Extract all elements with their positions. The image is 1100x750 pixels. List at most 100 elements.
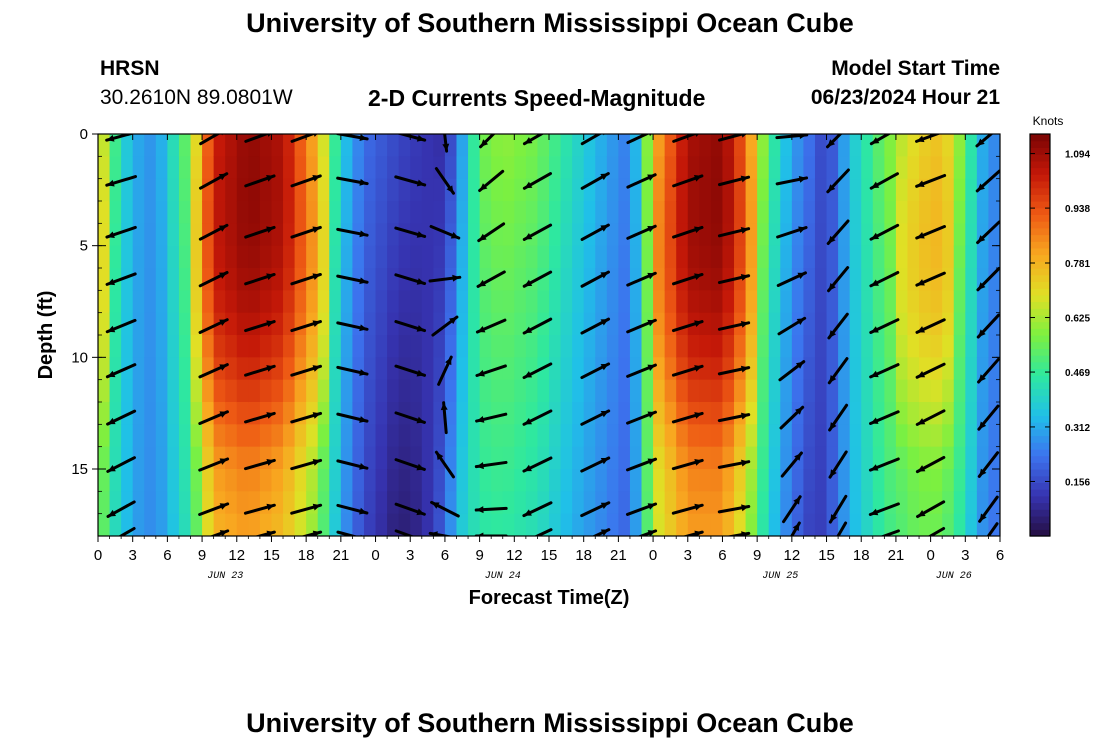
x-tick-label: 9 <box>475 547 483 564</box>
current-vector <box>290 225 322 239</box>
heatmap-cell <box>167 357 180 381</box>
heatmap-cell <box>653 178 666 202</box>
heatmap-cell <box>294 290 307 314</box>
heatmap-cell <box>283 357 296 381</box>
heatmap-cell <box>641 491 654 515</box>
x-tick-label: 21 <box>610 547 627 564</box>
heatmap-cell <box>988 402 1000 425</box>
heatmap-cell <box>283 335 296 358</box>
heatmap-cell <box>699 491 712 515</box>
heatmap-cell <box>178 223 192 247</box>
heatmap-cell <box>849 178 862 202</box>
heatmap-cell <box>849 513 862 536</box>
heatmap-cell <box>884 379 897 403</box>
colorbar-segment <box>1030 254 1050 262</box>
heatmap-cell <box>144 290 157 314</box>
heatmap-cell <box>178 424 192 448</box>
heatmap-cell <box>259 134 273 157</box>
x-tick-label: 18 <box>853 547 870 564</box>
heatmap-cell <box>144 134 157 157</box>
heatmap-cell <box>306 491 319 515</box>
heatmap-cell <box>572 156 585 180</box>
heatmap-cell <box>942 335 955 358</box>
current-vector <box>827 266 850 293</box>
heatmap-cell <box>375 513 388 536</box>
current-vector <box>828 494 848 524</box>
heatmap-cell <box>722 312 735 336</box>
heatmap-cell <box>722 290 735 314</box>
heatmap-cell <box>757 290 770 314</box>
current-vector <box>869 318 900 334</box>
heatmap-cell <box>895 335 909 358</box>
heatmap-cell <box>780 424 793 448</box>
heatmap-cell <box>734 134 747 157</box>
heatmap-cell <box>919 335 932 358</box>
colorbar-segment <box>1030 227 1050 236</box>
heatmap-cell <box>213 446 226 470</box>
heatmap-cell <box>641 290 654 314</box>
heatmap-cell <box>202 424 215 448</box>
colorbar-segment <box>1030 268 1050 276</box>
heatmap-cell <box>98 268 111 291</box>
heatmap-cell <box>988 201 1000 224</box>
heatmap-cell <box>572 312 585 336</box>
heatmap-cell <box>502 268 515 291</box>
heatmap-cell <box>398 379 411 403</box>
heatmap-cell <box>710 201 724 224</box>
heatmap-cell <box>306 201 319 224</box>
heatmap-cell <box>109 335 122 358</box>
heatmap-cell <box>271 402 284 425</box>
heatmap-cell <box>549 134 562 157</box>
colorbar-segment <box>1030 201 1050 209</box>
heatmap-cell <box>884 245 897 269</box>
heatmap-cell <box>780 379 793 403</box>
heatmap-cell <box>953 290 966 314</box>
current-vector <box>782 495 802 524</box>
heatmap-cell <box>190 469 203 492</box>
heatmap-cell <box>271 491 284 515</box>
heatmap-cell <box>861 223 874 247</box>
heatmap-cell <box>479 201 492 224</box>
heatmap-cell <box>583 513 596 536</box>
colorbar-tick-label: 0.781 <box>1065 259 1090 270</box>
heatmap-cell <box>988 335 1000 358</box>
colorbar-segment <box>1030 435 1050 443</box>
heatmap-cell <box>502 290 515 314</box>
heatmap-cell <box>387 156 400 180</box>
heatmap-cell <box>953 513 966 536</box>
heatmap-cell <box>953 156 966 180</box>
heatmap-cell <box>930 424 943 448</box>
heatmap-cell <box>572 245 585 269</box>
current-vector <box>394 458 426 471</box>
heatmap-cell <box>664 424 677 448</box>
heatmap-cell <box>132 134 145 157</box>
heatmap-cell <box>768 245 781 269</box>
heatmap-cell <box>190 357 203 381</box>
current-vector <box>244 174 276 188</box>
heatmap-cell <box>734 223 747 247</box>
heatmap-cell <box>745 178 758 202</box>
heatmap-cell <box>699 513 712 536</box>
heatmap-cell <box>919 446 932 470</box>
heatmap-cell <box>629 268 643 291</box>
heatmap-cell <box>132 379 145 403</box>
heatmap-cell <box>421 379 434 403</box>
heatmap-cell <box>826 491 839 515</box>
heatmap-cell <box>363 223 377 247</box>
heatmap-cell <box>930 469 943 492</box>
heatmap-cell <box>907 402 920 425</box>
current-vector <box>717 504 751 514</box>
heatmap-cell <box>144 156 157 180</box>
heatmap-cell <box>236 245 249 269</box>
heatmap-cell <box>525 491 539 515</box>
heatmap-cell <box>502 379 515 403</box>
heatmap-cell <box>132 178 145 202</box>
heatmap-cell <box>283 223 296 247</box>
heatmap-cell <box>225 290 238 314</box>
heatmap-cell <box>514 379 527 403</box>
heatmap-cell <box>375 223 388 247</box>
heatmap-cell <box>676 312 689 336</box>
heatmap-cell <box>849 134 862 157</box>
heatmap-cell <box>329 379 342 403</box>
heatmap-cell <box>907 312 920 336</box>
